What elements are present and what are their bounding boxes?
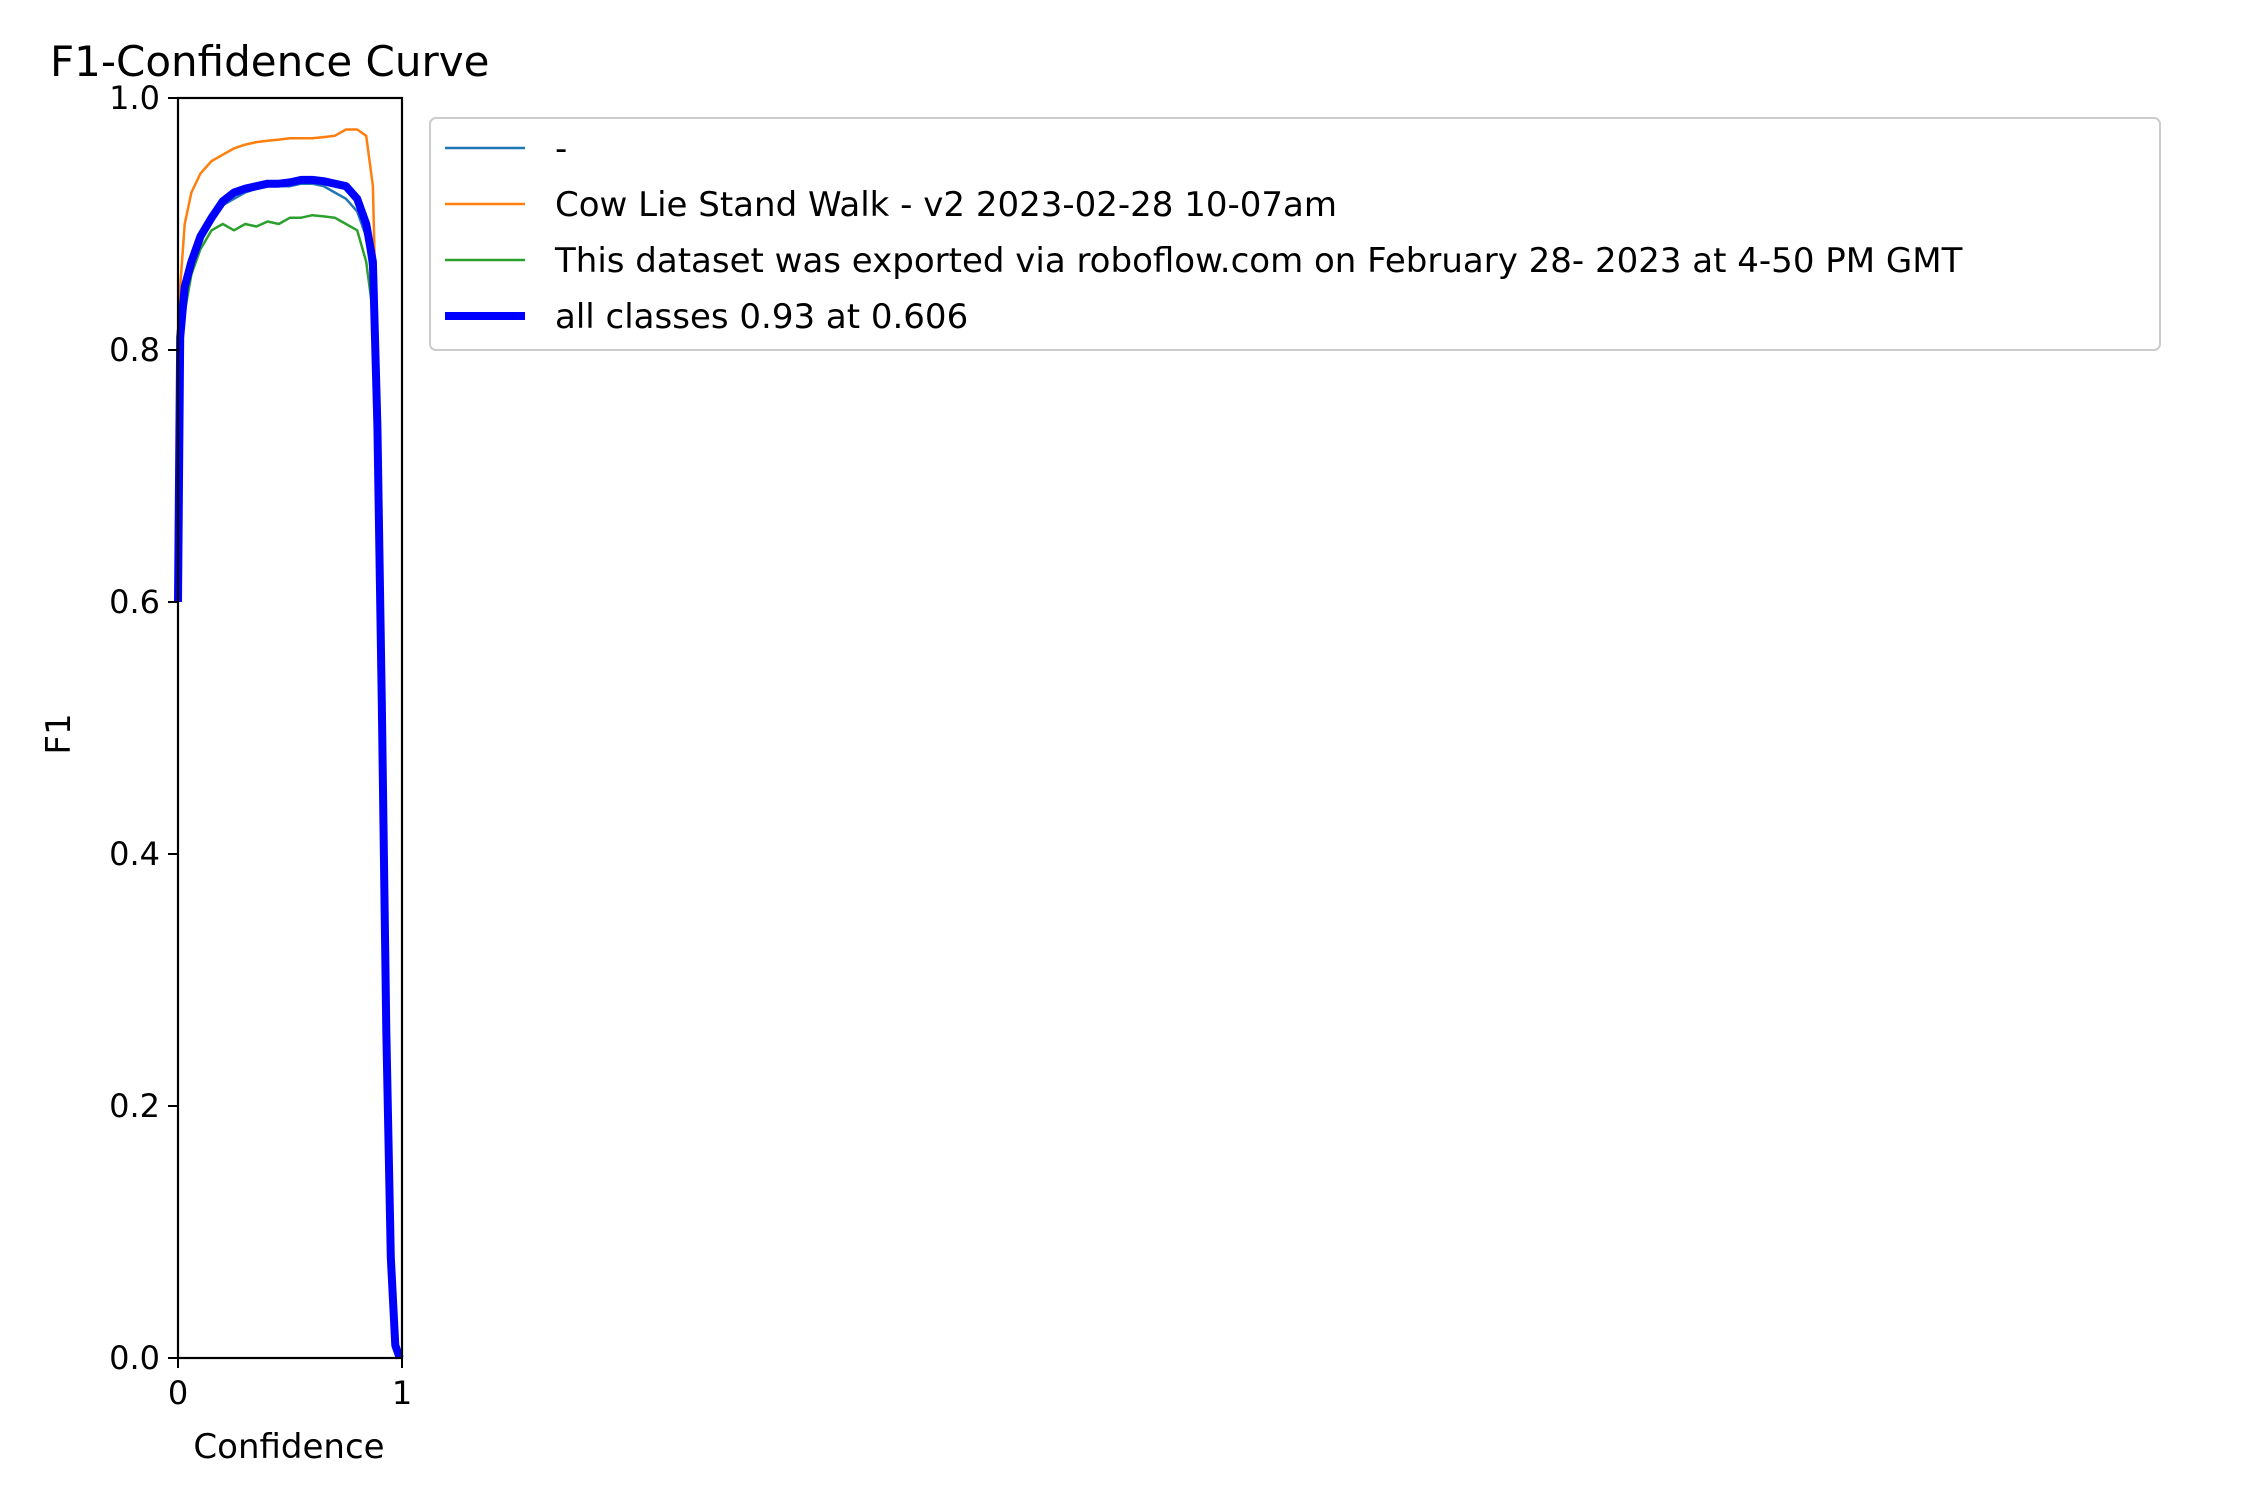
plot-frame (176, 96, 404, 1360)
y-tick-label: 1.0 (109, 79, 160, 117)
plot-lines (174, 128, 404, 1360)
legend-label-0: - (555, 129, 567, 169)
y-tick-label: 0.6 (109, 583, 160, 621)
series-line-1 (176, 128, 401, 1359)
x-axis-label: Confidence (193, 1427, 384, 1467)
x-tick-label: 1 (392, 1374, 412, 1412)
series-line-3 (174, 175, 404, 1360)
y-axis-label: F1 (39, 713, 79, 754)
ticks: 0.0 0.2 0.4 0.6 0.8 1.0 0 1 (109, 79, 412, 1412)
y-tick-label: 0.0 (109, 1339, 160, 1377)
chart-title: F1-Confidence Curve (50, 37, 489, 86)
axes (176, 96, 404, 1360)
series-line-2 (176, 213, 401, 1359)
x-tick-label: 0 (168, 1374, 188, 1412)
legend: - Cow Lie Stand Walk - v2 2023-02-28 10-0… (429, 117, 2161, 351)
legend-box (429, 117, 2161, 351)
y-tick-label: 0.4 (109, 835, 160, 873)
legend-label-3: all classes 0.93 at 0.606 (555, 297, 968, 337)
y-tick-label: 0.2 (109, 1087, 160, 1125)
y-tick-label: 0.8 (109, 331, 160, 369)
legend-label-2: This dataset was exported via roboflow.c… (554, 241, 1963, 281)
legend-label-1: Cow Lie Stand Walk - v2 2023-02-28 10-07… (555, 185, 1337, 225)
series-line-0 (176, 182, 401, 1359)
